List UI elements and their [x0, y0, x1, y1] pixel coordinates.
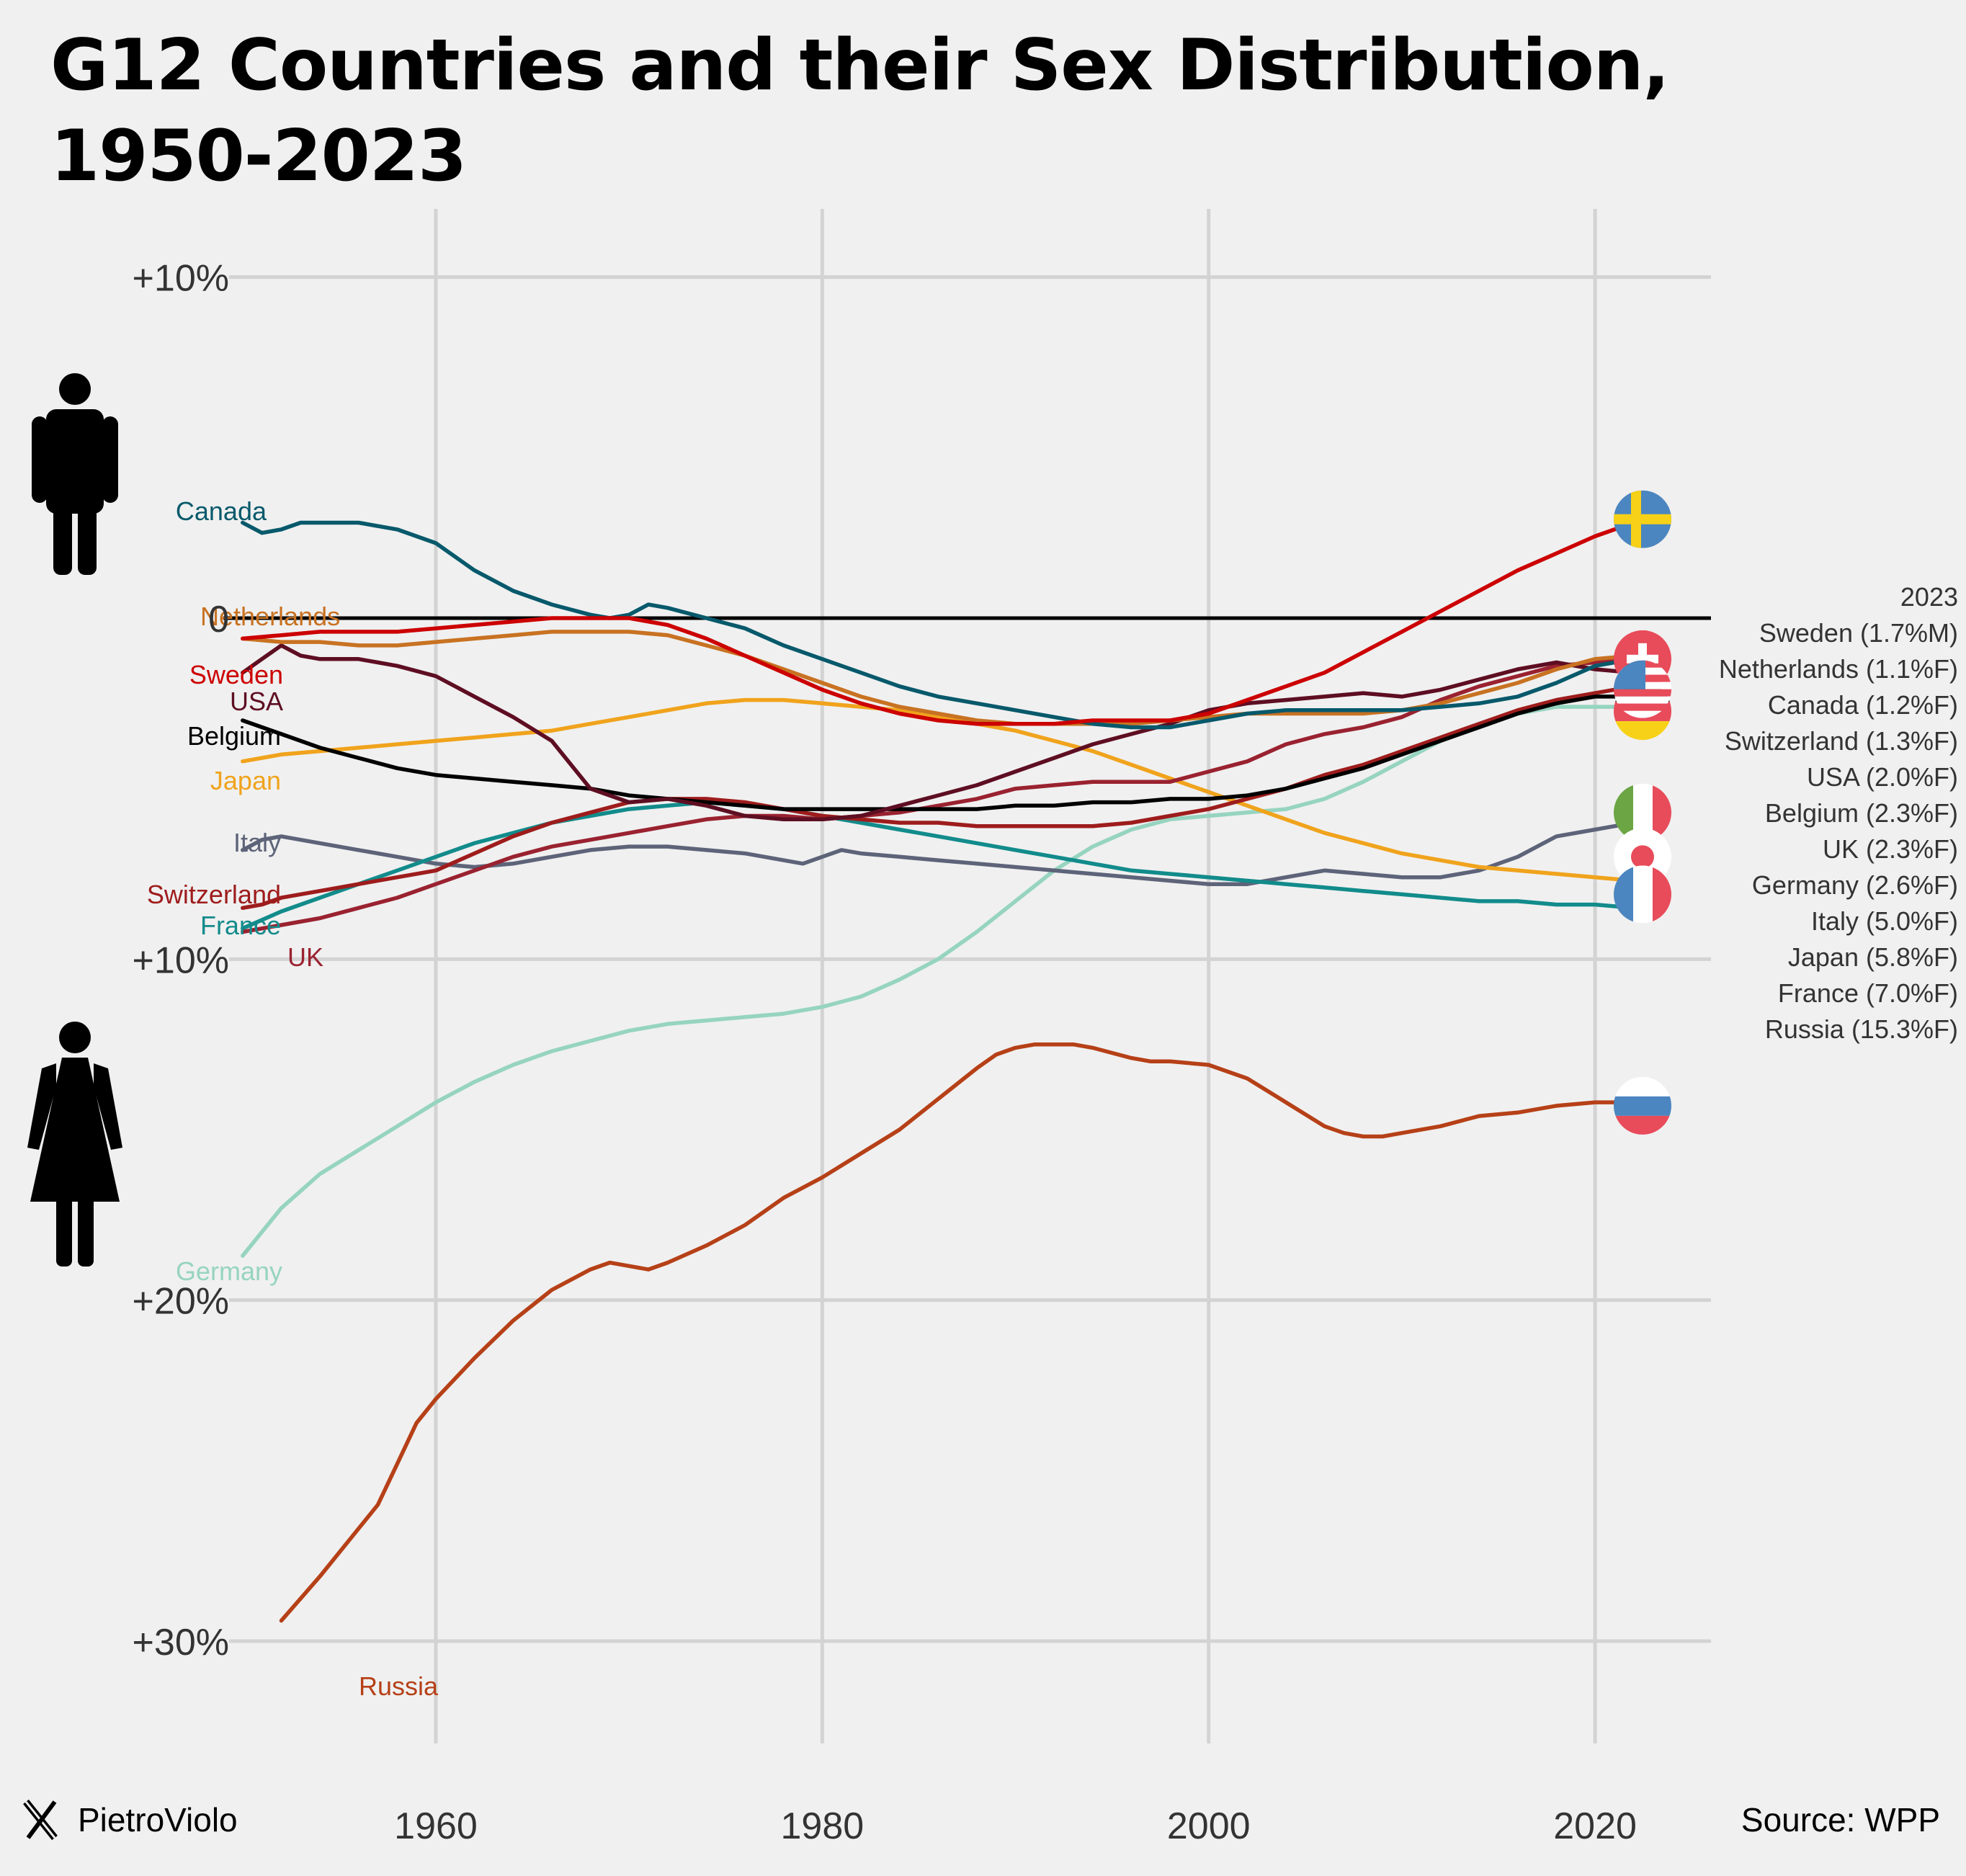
x-tick-label: 2000	[1167, 1805, 1251, 1847]
flag-stripe	[1614, 1076, 1671, 1096]
x-logo-icon	[23, 1799, 58, 1841]
flag-stripe	[1614, 710, 1671, 718]
legend-item: Japan (5.8%F)	[1788, 942, 1958, 972]
series-line-germany	[241, 705, 1656, 1258]
axis-ticks: 1960 1980 2000 2020 +10% 0 +10% +20% +30%	[133, 258, 1637, 1847]
series-line-netherlands	[241, 630, 1656, 726]
chart-title-line-1: G12 Countries and their Sex Distribution…	[50, 24, 1670, 107]
series-label-uk: UK	[287, 942, 323, 972]
legend-item: USA (2.0%F)	[1807, 762, 1958, 792]
x-tick-label: 2020	[1553, 1805, 1637, 1847]
chart-title: G12 Countries and their Sex Distribution…	[50, 20, 1779, 202]
y-tick-label: +10%	[133, 258, 229, 300]
female-figure-icon	[27, 1022, 122, 1267]
x-tick-label: 1980	[781, 1805, 864, 1847]
series-label-belgium: Belgium	[187, 721, 281, 751]
flag-icons	[1614, 490, 1671, 1135]
flag-stripe	[1614, 865, 1633, 924]
series-line-switzerland	[241, 684, 1656, 911]
series-label-germany: Germany	[176, 1256, 282, 1286]
y-tick-label: +10%	[133, 939, 229, 981]
chart-title-line-2: 1950-2023	[50, 115, 467, 197]
series-label-france: France	[200, 911, 281, 940]
series-line-france	[241, 800, 1656, 931]
legend-item: Belgium (2.3%F)	[1765, 798, 1958, 828]
usa-flag-icon	[1614, 660, 1671, 718]
flag-stripe	[1614, 514, 1671, 524]
legend-item: Germany (2.6%F)	[1752, 870, 1958, 900]
legend-item: Netherlands (1.1%F)	[1719, 654, 1958, 684]
y-tick-label: 0	[208, 599, 229, 640]
legend-item: Canada (1.2%F)	[1768, 690, 1958, 720]
flag-stripe	[1614, 703, 1671, 711]
series-label-canada: Canada	[176, 496, 267, 526]
series-label-switzerland: Switzerland	[147, 880, 281, 909]
flag-stripe	[1633, 865, 1653, 924]
flag-stripe	[1614, 721, 1671, 741]
russia-flag-icon	[1614, 1076, 1671, 1135]
legend-item: UK (2.3%F)	[1823, 834, 1958, 864]
legend-item: Russia (15.3%F)	[1765, 1014, 1958, 1044]
series-line-italy	[241, 817, 1656, 886]
series-line-sweden	[241, 517, 1656, 726]
series-label-russia: Russia	[359, 1671, 439, 1701]
legend-item: Switzerland (1.3%F)	[1725, 726, 1958, 756]
flag-stripe	[1627, 654, 1658, 664]
sweden-flag-icon	[1614, 490, 1671, 548]
series-label-japan: Japan	[210, 766, 281, 795]
flag-stripe	[1614, 1096, 1671, 1116]
series-label-sweden: Sweden	[189, 660, 283, 689]
flag-stripe	[1614, 1115, 1671, 1135]
flag-disc	[1631, 845, 1654, 869]
y-tick-label: +30%	[133, 1622, 229, 1663]
series-label-italy: Italy	[233, 828, 281, 857]
series-line-russia	[279, 1042, 1656, 1623]
author-credit: PietroViolo	[78, 1801, 238, 1839]
flag-stripe	[1614, 689, 1671, 697]
legend-item: Italy (5.0%F)	[1811, 906, 1958, 936]
legend-item: Sweden (1.7%M)	[1759, 618, 1958, 648]
series-label-usa: USA	[230, 687, 283, 716]
series-line-japan	[241, 697, 1656, 883]
flag-stripe	[1614, 696, 1671, 704]
series-line-usa	[241, 643, 1656, 822]
legend-header: 2023	[1900, 582, 1958, 612]
series-label-netherlands: Netherlands	[200, 602, 340, 631]
flag-stripe	[1653, 865, 1671, 924]
legend-item: France (7.0%F)	[1778, 978, 1958, 1008]
series-line-canada	[241, 520, 1656, 730]
x-tick-label: 1960	[394, 1805, 478, 1847]
male-figure-icon	[32, 373, 118, 575]
series-line-belgium	[241, 694, 1656, 811]
series-lines	[241, 517, 1656, 1623]
legend: 2023 Sweden (1.7%M) Netherlands (1.1%F) …	[1719, 582, 1958, 1044]
y-tick-label: +20%	[133, 1281, 229, 1323]
source-note: Source: WPP	[1741, 1801, 1940, 1839]
grid-lines	[229, 209, 1711, 1743]
